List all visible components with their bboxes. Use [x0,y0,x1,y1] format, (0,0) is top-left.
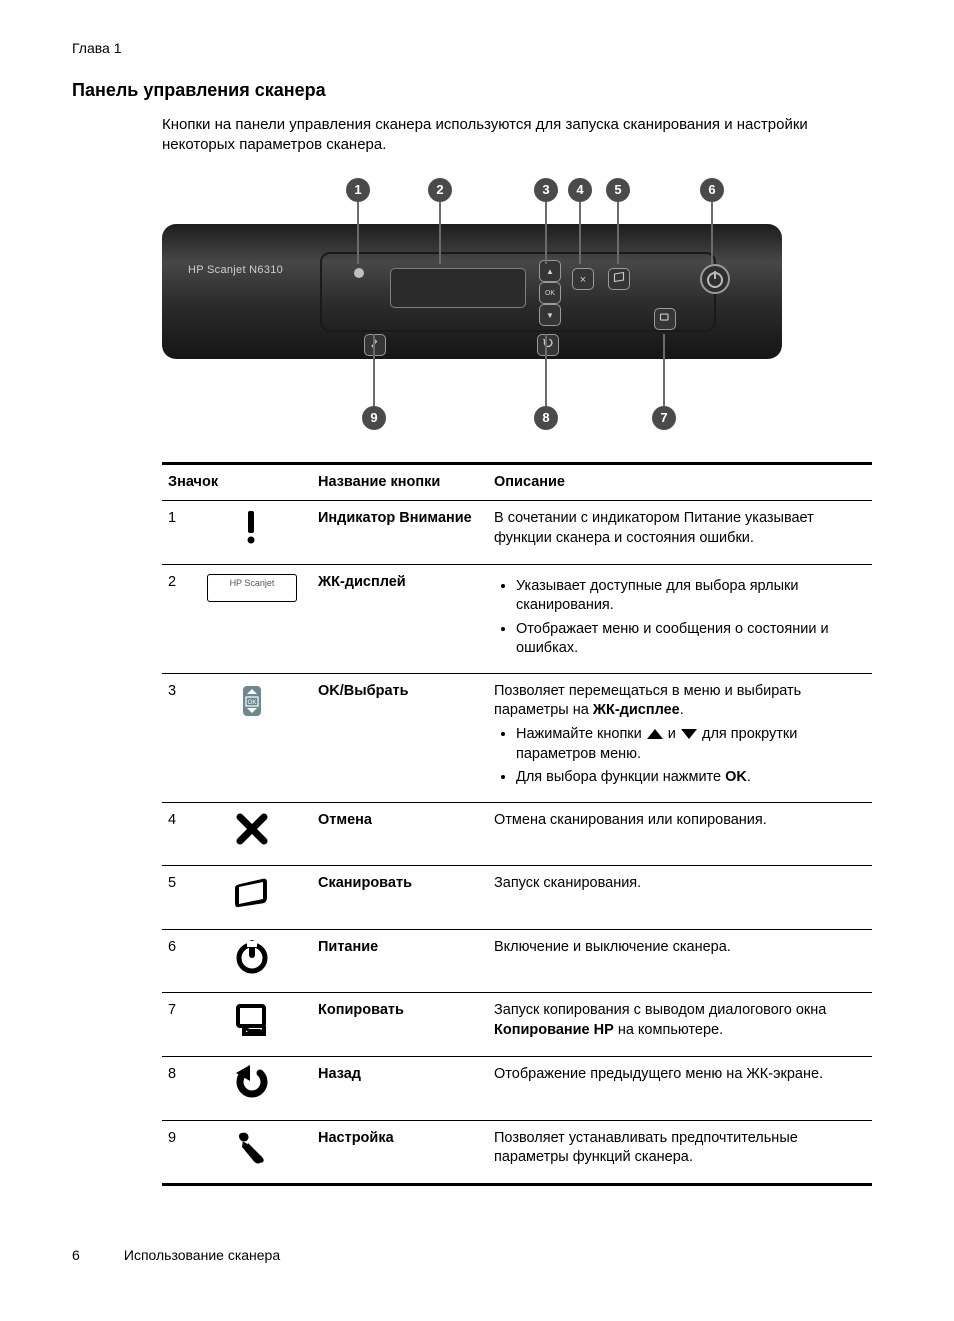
row-number: 6 [162,929,196,993]
callout-leader-5 [617,202,619,264]
table-row: 2 HP Scanjet ЖК-дисплей Указывает доступные… [162,564,872,673]
table-row: 4 ОтменаОтмена сканирования или копирован… [162,802,872,866]
row-number: 4 [162,802,196,866]
back-icon [196,1056,312,1120]
button-description: В сочетании с индикатором Питание указыв… [488,501,872,565]
callout-leader-3 [545,202,547,264]
desc-list-item: Нажимайте кнопки и для прокрутки парамет… [516,725,862,764]
table-row: 7 КопироватьЗапуск копирования с выводом … [162,993,872,1057]
scan-icon [196,866,312,930]
button-name: Сканировать [312,866,488,930]
control-panel-diagram: HP Scanjet N6310 ▲ OK ▼ × [162,174,782,434]
button-name: Отмена [312,802,488,866]
footer-section-name: Использование сканера [124,1247,280,1263]
callout-leader-9 [373,334,375,406]
row-number: 2 [162,564,196,673]
callout-dot-8: 8 [534,406,558,430]
down-arrow-icon [680,726,698,742]
cancel-button-graphic: × [572,268,594,290]
power-icon [196,929,312,993]
ok-nav-icon [196,673,312,802]
row-number: 7 [162,993,196,1057]
power-button-graphic [700,264,730,294]
callout-leader-6 [711,202,713,264]
button-name: OK/Выбрать [312,673,488,802]
button-name: Назад [312,1056,488,1120]
button-description: Отмена сканирования или копирования. [488,802,872,866]
callout-leader-2 [439,202,441,264]
cancel-icon [196,802,312,866]
button-name: Копировать [312,993,488,1057]
page-number: 6 [72,1247,120,1263]
desc-list-item: Отображает меню и сообщения о состоянии … [516,620,862,659]
callout-dot-4: 4 [568,178,592,202]
col-header-name: Название кнопки [312,463,488,501]
button-description: Включение и выключение сканера. [488,929,872,993]
callout-dot-7: 7 [652,406,676,430]
page-footer: 6 Использование сканера [72,1247,280,1263]
lcd-icon: HP Scanjet [196,564,312,673]
lcd-display-graphic [390,268,526,308]
manual-page: Глава 1 Панель управления сканера Кнопки… [0,0,954,1321]
callout-dot-1: 1 [346,178,370,202]
scan-button-graphic [608,268,630,290]
button-description: Указывает доступные для выбора ярлыки ск… [488,564,872,673]
button-name: Индикатор Внимание [312,501,488,565]
scanner-panel-body: HP Scanjet N6310 ▲ OK ▼ × [162,224,782,359]
row-number: 5 [162,866,196,930]
setup-button-graphic [364,334,386,356]
table-row: 8 НазадОтображение предыдущего меню на ЖК… [162,1056,872,1120]
callout-dot-9: 9 [362,406,386,430]
button-description: Позволяет устанавливать предпочтительные… [488,1120,872,1185]
ok-button-graphic: OK [539,282,561,304]
model-label: HP Scanjet N6310 [188,264,283,276]
callout-dot-3: 3 [534,178,558,202]
table-row: 9 НастройкаПозволяет устанавливать предпо… [162,1120,872,1185]
back-button-graphic [537,334,559,356]
callout-dot-6: 6 [700,178,724,202]
table-row: 1 Индикатор ВниманиеВ сочетании с индикат… [162,501,872,565]
table-row: 5 СканироватьЗапуск сканирования. [162,866,872,930]
chapter-line: Глава 1 [72,40,882,56]
attention-icon [196,501,312,565]
intro-paragraph: Кнопки на панели управления сканера испо… [162,115,882,156]
lcd-icon: HP Scanjet [207,574,297,602]
row-number: 3 [162,673,196,802]
callout-leader-4 [579,202,581,264]
button-name: ЖК-дисплей [312,564,488,673]
section-title: Панель управления сканера [72,80,882,101]
setup-icon [196,1120,312,1185]
button-description: Позволяет перемещаться в меню и выбирать… [488,673,872,802]
row-number: 1 [162,501,196,565]
row-number: 9 [162,1120,196,1185]
callout-leader-8 [545,334,547,406]
button-description: Запуск копирования с выводом диалогового… [488,993,872,1057]
row-number: 8 [162,1056,196,1120]
col-header-icon: Значок [162,463,312,501]
button-description: Отображение предыдущего меню на ЖК-экран… [488,1056,872,1120]
table-row: 3 OK/ВыбратьПозволяет перемещаться в меню… [162,673,872,802]
copy-icon [196,993,312,1057]
up-arrow-icon [646,726,664,742]
callout-leader-7 [663,334,665,406]
table-row: 6 ПитаниеВключение и выключение сканера. [162,929,872,993]
buttons-reference-table: Значок Название кнопки Описание 1 Индикат… [162,462,872,1187]
desc-list-item: Указывает доступные для выбора ярлыки ск… [516,577,862,616]
callout-dot-2: 2 [428,178,452,202]
button-name: Настройка [312,1120,488,1185]
button-name: Питание [312,929,488,993]
copy-button-graphic [654,308,676,330]
button-description: Запуск сканирования. [488,866,872,930]
desc-list-item: Для выбора функции нажмите OK. [516,768,862,788]
callout-dot-5: 5 [606,178,630,202]
col-header-desc: Описание [488,463,872,501]
attention-led [354,268,364,278]
callout-leader-1 [357,202,359,264]
